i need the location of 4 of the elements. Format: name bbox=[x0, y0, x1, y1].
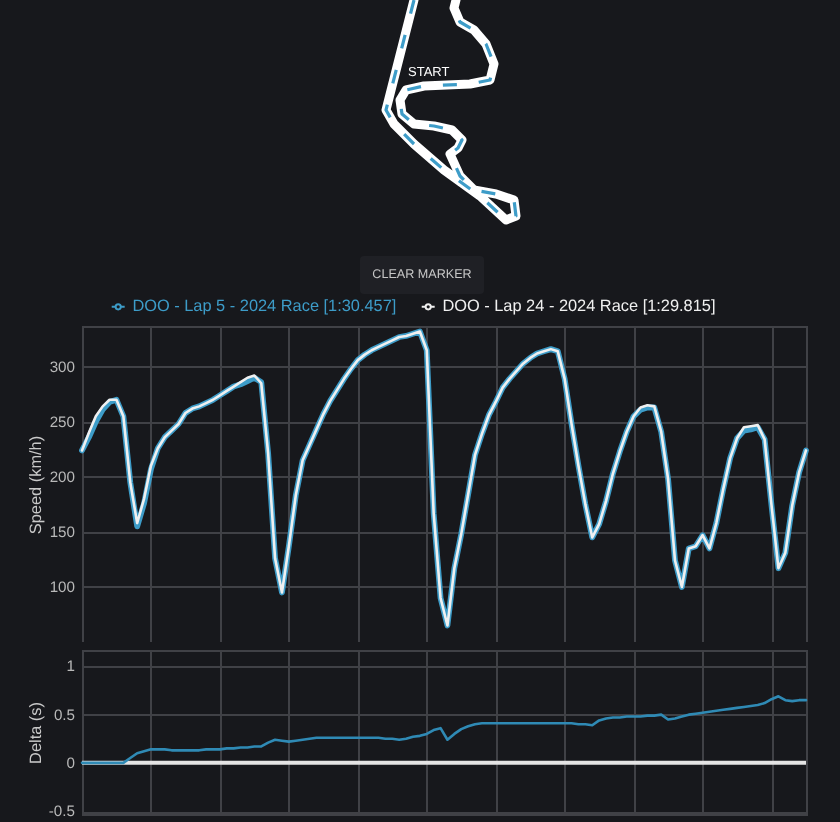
legend-label: DOO - Lap 5 - 2024 Race [1:30.457] bbox=[132, 296, 397, 315]
y-axis-title: Delta (s) bbox=[27, 701, 45, 764]
legend-label: DOO - Lap 24 - 2024 Race [1:29.815] bbox=[442, 296, 716, 315]
y-axis-title: Speed (km/h) bbox=[27, 435, 45, 535]
